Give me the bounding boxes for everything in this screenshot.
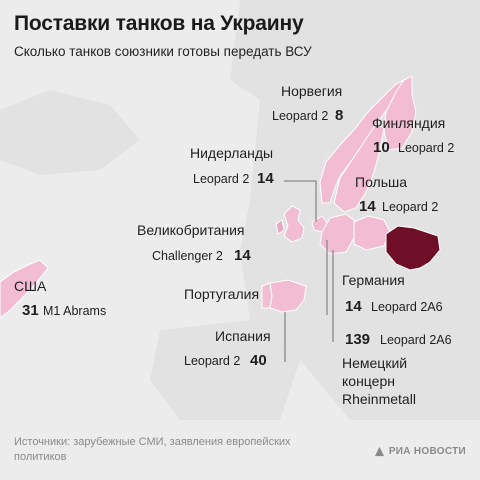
model-usa: M1 Abrams <box>43 304 107 318</box>
country-label-spain: Испания <box>215 328 271 344</box>
model-spain: Leopard 2 <box>184 354 241 368</box>
count-finland: 10 <box>373 139 390 156</box>
country-label-portugal: Португалия <box>184 286 260 302</box>
country-label-usa: США <box>14 278 47 294</box>
count-rheinmetall: 139 <box>345 331 371 348</box>
ria-logo-text: РИА НОВОСТИ <box>388 446 466 457</box>
sweden-region <box>333 123 385 213</box>
page-title: Поставки танков на Украину <box>14 12 304 35</box>
model-germany: Leopard 2A6 <box>371 300 443 314</box>
model-norway: Leopard 2 <box>272 109 329 123</box>
source-note: Источники: зарубежные СМИ, заявления евр… <box>14 436 291 463</box>
country-label-germany: Германия <box>342 272 405 288</box>
model-uk: Challenger 2 <box>152 249 223 263</box>
netherlands-leader-line <box>284 180 317 222</box>
model-rheinmetall: Leopard 2A6 <box>380 333 452 347</box>
spain-region <box>269 279 307 313</box>
land-mass <box>230 0 480 420</box>
count-usa: 31 <box>22 302 39 319</box>
land-mass <box>150 320 300 420</box>
count-spain: 40 <box>250 352 267 369</box>
ria-logo: РИА НОВОСТИ <box>374 446 466 457</box>
country-label-rheinmetall: Немецкий концерн Rheinmetall <box>342 355 416 408</box>
country-label-finland: Финляндия <box>372 115 446 131</box>
country-label-poland: Польша <box>355 174 408 190</box>
ria-logo-icon <box>374 446 384 457</box>
land-mass <box>0 90 140 175</box>
count-poland: 14 <box>359 198 376 215</box>
ukraine-region <box>385 225 441 271</box>
model-netherlands: Leopard 2 <box>193 172 250 186</box>
finland-region <box>383 75 417 151</box>
country-label-uk: Великобритания <box>137 222 245 238</box>
count-norway: 8 <box>335 107 344 124</box>
model-finland: Leopard 2 <box>398 141 455 155</box>
country-label-norway: Норвегия <box>281 83 343 99</box>
usa-region <box>0 259 49 319</box>
page-subtitle: Сколько танков союзники готовы передать … <box>14 44 312 59</box>
uk-region <box>283 205 305 243</box>
count-germany: 14 <box>345 298 362 315</box>
model-poland: Leopard 2 <box>382 200 439 214</box>
ireland-region <box>275 219 285 235</box>
poland-region <box>353 215 391 251</box>
count-uk: 14 <box>234 247 251 264</box>
country-label-netherlands: Нидерланды <box>190 145 274 161</box>
count-netherlands: 14 <box>257 170 274 187</box>
